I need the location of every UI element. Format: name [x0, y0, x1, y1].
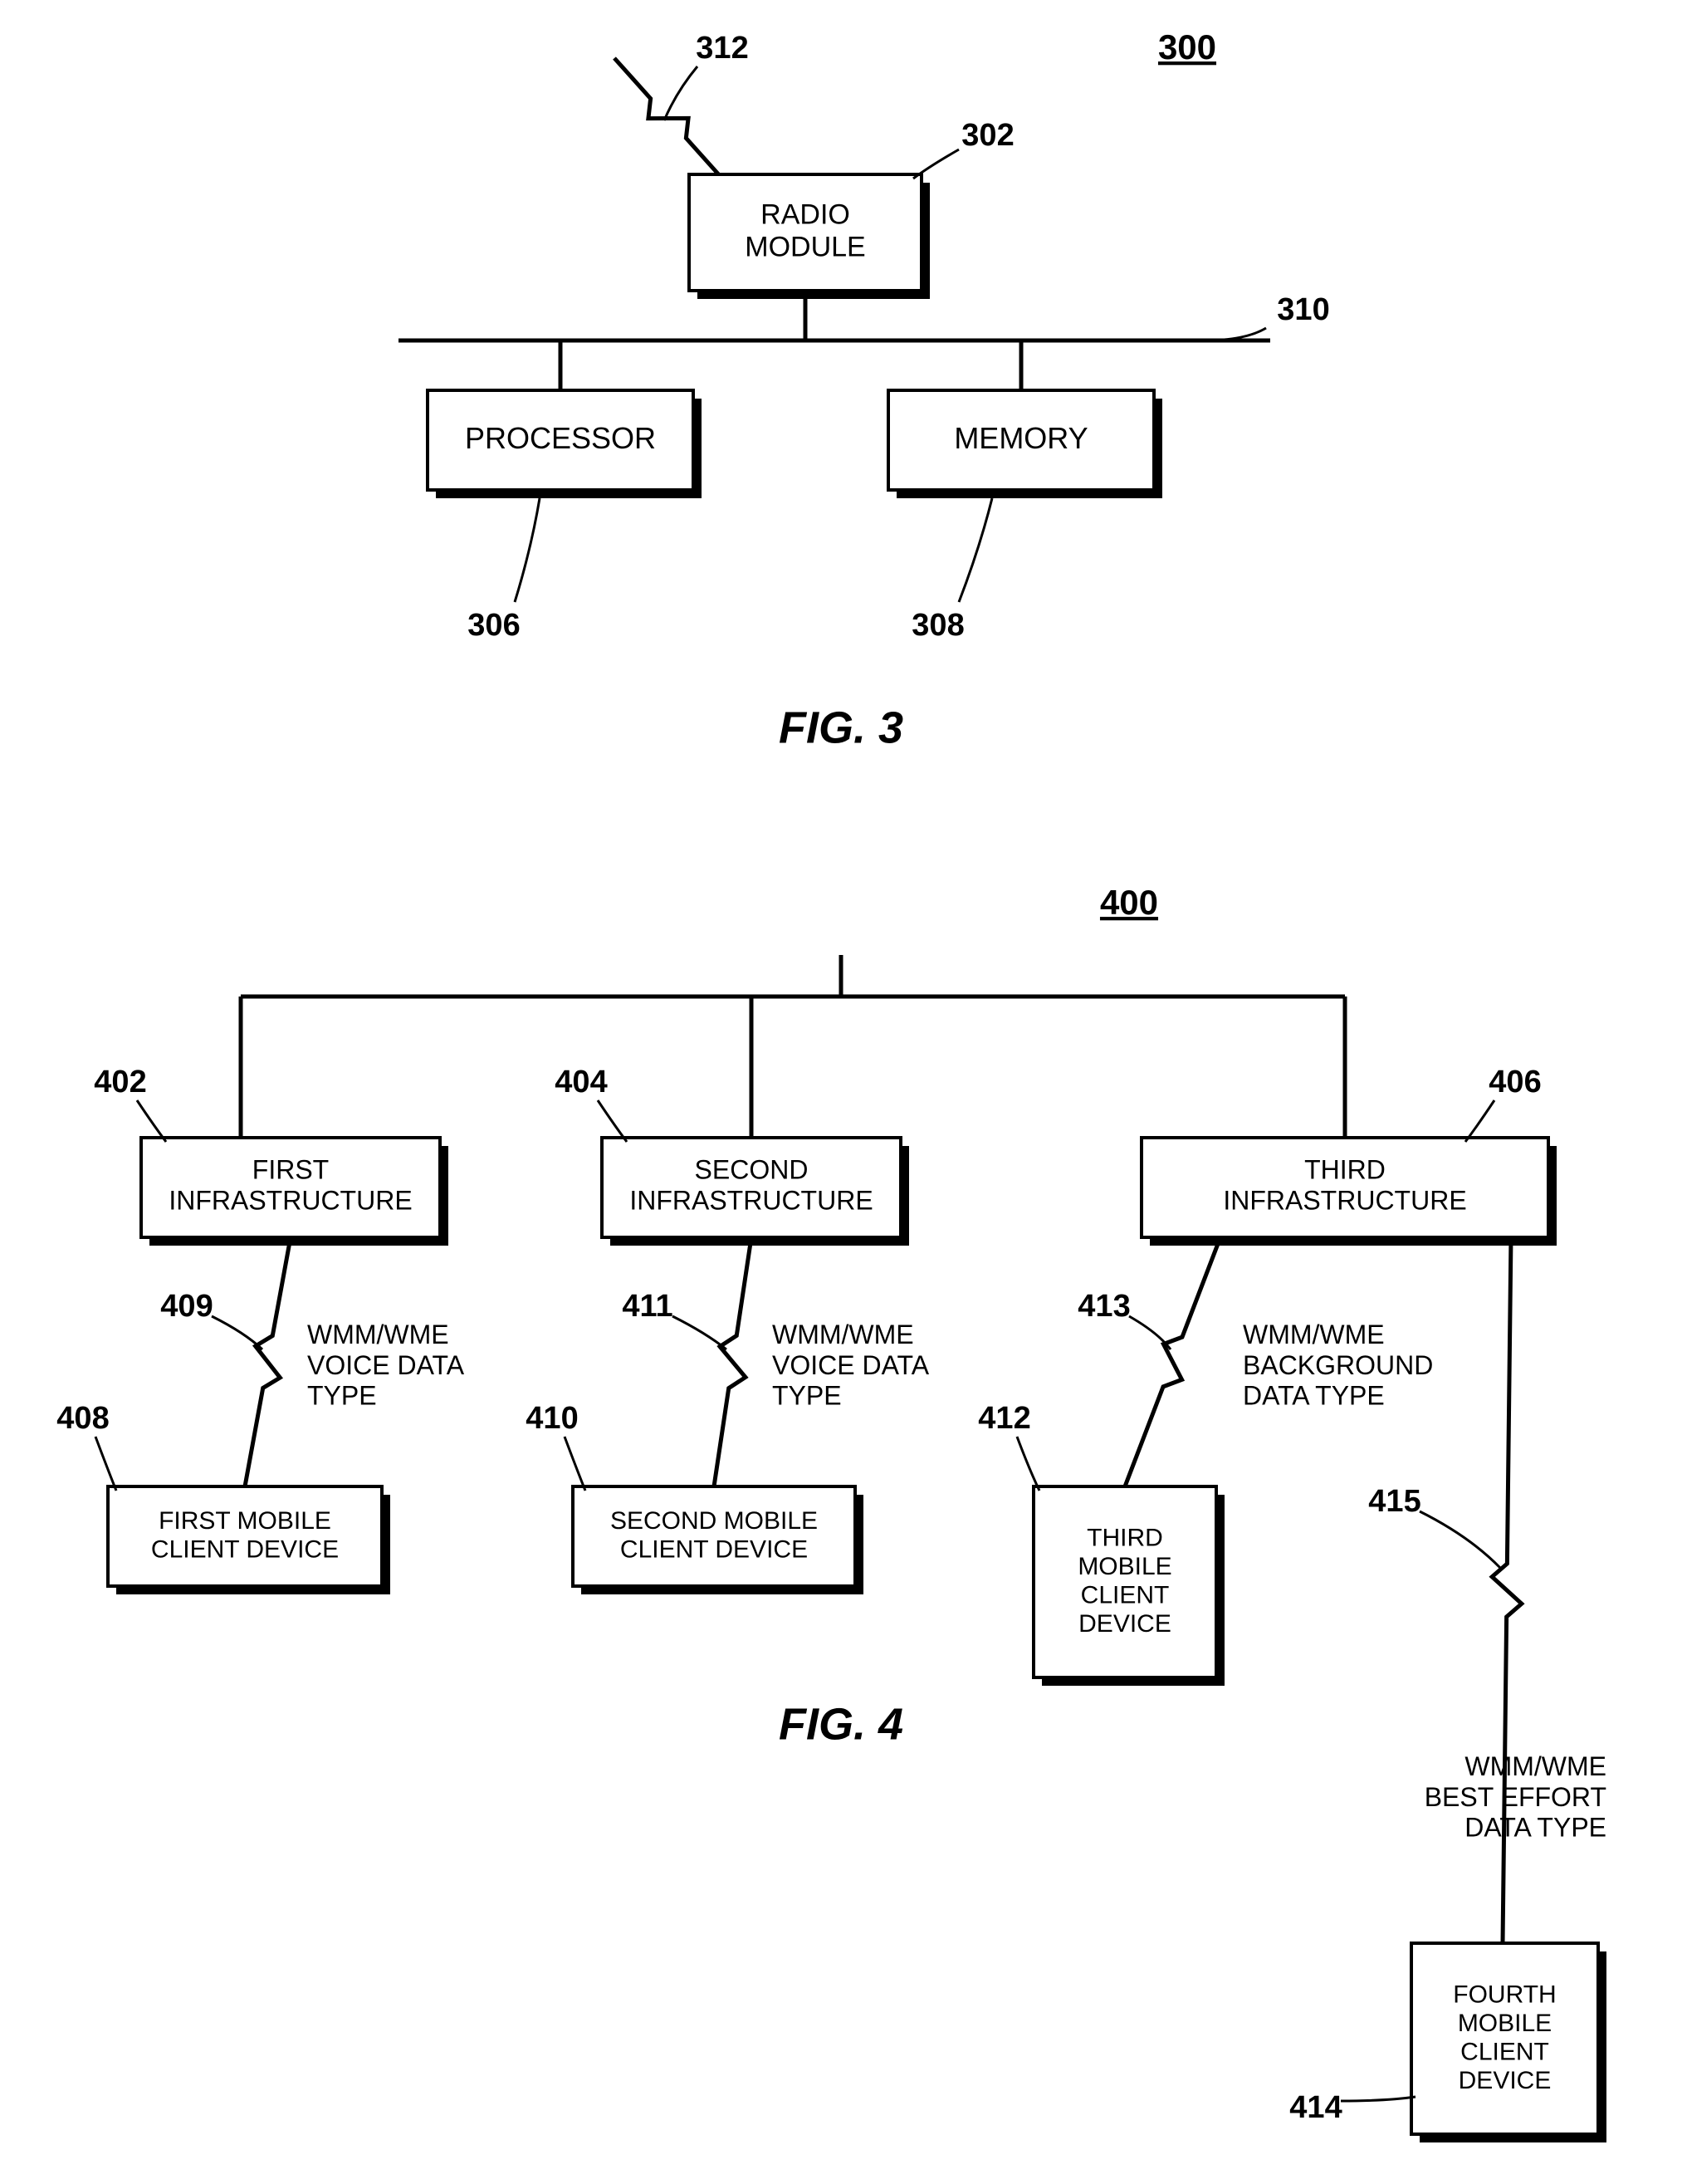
third-mobile-client-box-label: THIRDMOBILECLIENTDEVICE — [1078, 1524, 1171, 1638]
wireless-link-bolt-1 — [714, 1237, 751, 1486]
fourth-mobile-client-box-label: FOURTHMOBILECLIENTDEVICE — [1453, 1981, 1556, 2094]
leader-line — [1420, 1511, 1500, 1568]
leader-line — [664, 66, 697, 120]
ref-406: 406 — [1489, 1065, 1541, 1099]
leader-line — [137, 1100, 166, 1142]
leader-line — [913, 149, 959, 179]
fig4-caption: FIG. 4 — [779, 1699, 903, 1749]
fig3-id-300: 300 — [1158, 27, 1216, 66]
ref-312: 312 — [696, 31, 748, 66]
ref-408: 408 — [56, 1401, 109, 1436]
leader-line — [1017, 1437, 1039, 1491]
radio-module-box-label: RADIOMODULE — [745, 198, 865, 262]
wireless-link-bolt-0 — [245, 1237, 291, 1486]
fig3-caption: FIG. 3 — [779, 703, 903, 752]
ref-302: 302 — [961, 118, 1014, 153]
leader-line — [515, 498, 540, 602]
ref-413: 413 — [1078, 1289, 1130, 1324]
ref-306: 306 — [467, 608, 520, 643]
leader-line — [959, 498, 992, 602]
antenna-bolt-312 — [614, 58, 722, 179]
leader-line — [1465, 1100, 1494, 1142]
link-type-label-1: WMM/WMEVOICE DATATYPE — [772, 1320, 930, 1411]
ref-409: 409 — [160, 1289, 213, 1324]
ref-414: 414 — [1289, 2090, 1342, 2125]
leader-line — [1341, 2097, 1416, 2101]
link-type-label-0: WMM/WMEVOICE DATATYPE — [307, 1320, 465, 1411]
second-mobile-client-box-label: SECOND MOBILECLIENT DEVICE — [610, 1507, 818, 1564]
leader-line — [598, 1100, 627, 1142]
wireless-link-bolt-2 — [1125, 1237, 1220, 1486]
leader-line — [565, 1437, 585, 1491]
leader-line — [95, 1437, 116, 1491]
link-type-label-2: WMM/WMEBACKGROUNDDATA TYPE — [1243, 1320, 1433, 1411]
ref-412: 412 — [978, 1401, 1030, 1436]
ref-415: 415 — [1368, 1484, 1420, 1519]
ref-411: 411 — [622, 1289, 672, 1324]
fig4-id-400: 400 — [1100, 883, 1158, 922]
ref-310: 310 — [1277, 292, 1329, 327]
ref-410: 410 — [526, 1401, 578, 1436]
processor-box-label: PROCESSOR — [465, 421, 656, 455]
ref-402: 402 — [94, 1065, 146, 1099]
leader-line — [672, 1316, 726, 1349]
ref-308: 308 — [912, 608, 964, 643]
link-type-label-3: WMM/WMEBEST EFFORTDATA TYPE — [1425, 1751, 1606, 1843]
ref-404: 404 — [555, 1065, 607, 1099]
memory-box-label: MEMORY — [954, 421, 1088, 455]
first-mobile-client-box-label: FIRST MOBILECLIENT DEVICE — [151, 1507, 339, 1564]
